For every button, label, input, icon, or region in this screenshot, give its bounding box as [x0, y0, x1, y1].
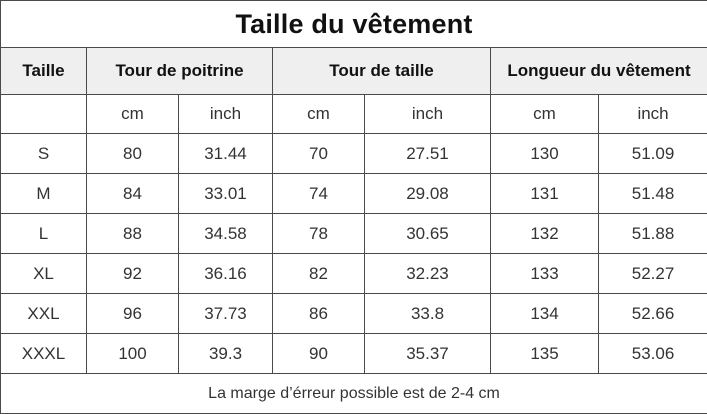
cell-length-inch: 52.66	[599, 294, 707, 334]
cell-chest-cm: 96	[87, 294, 179, 334]
cell-chest-inch: 33.01	[179, 174, 273, 214]
cell-chest-inch: 39.3	[179, 334, 273, 374]
cell-chest-inch: 37.73	[179, 294, 273, 334]
cell-waist-cm: 78	[273, 214, 365, 254]
header-length: Longueur du vêtement	[491, 48, 707, 95]
cell-chest-cm: 80	[87, 134, 179, 174]
unit-row: cm inch cm inch cm inch	[1, 95, 707, 134]
cell-length-inch: 51.09	[599, 134, 707, 174]
title-row: Taille du vêtement	[1, 1, 707, 48]
unit-chest-cm: cm	[87, 95, 179, 134]
cell-length-cm: 133	[491, 254, 599, 294]
cell-size: S	[1, 134, 87, 174]
cell-size: XXL	[1, 294, 87, 334]
unit-length-cm: cm	[491, 95, 599, 134]
cell-chest-cm: 92	[87, 254, 179, 294]
cell-waist-inch: 33.8	[365, 294, 491, 334]
unit-chest-inch: inch	[179, 95, 273, 134]
header-chest: Tour de poitrine	[87, 48, 273, 95]
cell-chest-cm: 100	[87, 334, 179, 374]
error-margin-note: La marge d’érreur possible est de 2-4 cm	[1, 374, 707, 414]
cell-size: XL	[1, 254, 87, 294]
unit-waist-cm: cm	[273, 95, 365, 134]
cell-chest-inch: 34.58	[179, 214, 273, 254]
header-row: Taille Tour de poitrine Tour de taille L…	[1, 48, 707, 95]
cell-waist-cm: 86	[273, 294, 365, 334]
cell-waist-cm: 90	[273, 334, 365, 374]
unit-length-inch: inch	[599, 95, 707, 134]
cell-waist-inch: 35.37	[365, 334, 491, 374]
cell-waist-inch: 30.65	[365, 214, 491, 254]
unit-empty-cell	[1, 95, 87, 134]
cell-length-cm: 130	[491, 134, 599, 174]
cell-waist-cm: 82	[273, 254, 365, 294]
cell-length-inch: 53.06	[599, 334, 707, 374]
cell-length-cm: 131	[491, 174, 599, 214]
cell-length-cm: 134	[491, 294, 599, 334]
cell-length-inch: 51.48	[599, 174, 707, 214]
header-size: Taille	[1, 48, 87, 95]
cell-length-cm: 132	[491, 214, 599, 254]
cell-length-inch: 52.27	[599, 254, 707, 294]
cell-waist-cm: 70	[273, 134, 365, 174]
cell-chest-cm: 84	[87, 174, 179, 214]
cell-size: XXXL	[1, 334, 87, 374]
cell-length-cm: 135	[491, 334, 599, 374]
unit-waist-inch: inch	[365, 95, 491, 134]
cell-size: M	[1, 174, 87, 214]
chart-title: Taille du vêtement	[1, 1, 707, 48]
cell-waist-cm: 74	[273, 174, 365, 214]
cell-length-inch: 51.88	[599, 214, 707, 254]
cell-waist-inch: 32.23	[365, 254, 491, 294]
cell-chest-inch: 36.16	[179, 254, 273, 294]
cell-chest-cm: 88	[87, 214, 179, 254]
cell-waist-inch: 29.08	[365, 174, 491, 214]
footer-row: La marge d’érreur possible est de 2-4 cm	[1, 374, 707, 414]
cell-chest-inch: 31.44	[179, 134, 273, 174]
cell-size: L	[1, 214, 87, 254]
header-waist: Tour de taille	[273, 48, 491, 95]
cell-waist-inch: 27.51	[365, 134, 491, 174]
